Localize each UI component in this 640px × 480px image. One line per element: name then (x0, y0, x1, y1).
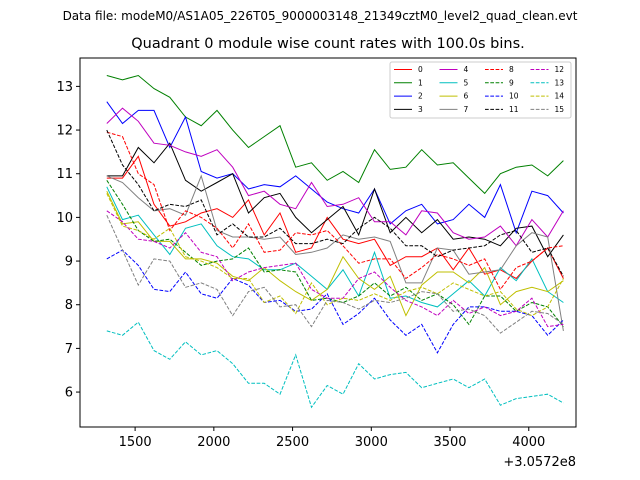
legend-label-3: 3 (418, 105, 423, 114)
series-line-4 (106, 107, 564, 247)
legend-label-4: 4 (464, 65, 469, 74)
legend-label-9: 9 (509, 78, 514, 87)
series-line-12 (106, 210, 564, 328)
legend-label-0: 0 (418, 65, 423, 74)
legend-label-2: 2 (418, 92, 423, 101)
legend-label-10: 10 (509, 92, 519, 101)
series-line-6 (106, 190, 564, 317)
x-offset-label: +3.0572e8 (503, 455, 576, 470)
y-tick-label: 13 (56, 80, 73, 95)
x-tick-label: 2000 (197, 435, 230, 450)
series-line-11 (106, 129, 564, 277)
series-line-3 (106, 142, 564, 258)
legend-label-12: 12 (555, 65, 565, 74)
legend-label-6: 6 (464, 92, 469, 101)
data-file-suptitle: Data file: modeM0/AS1A05_226T05_90000031… (63, 9, 578, 23)
y-tick-label: 8 (65, 298, 73, 313)
y-tick-label: 10 (56, 211, 73, 226)
x-tick-label: 3000 (355, 435, 388, 450)
y-tick-label: 7 (65, 342, 73, 357)
legend-label-5: 5 (464, 78, 469, 87)
legend-label-15: 15 (555, 105, 565, 114)
legend-label-11: 11 (509, 105, 519, 114)
series-line-9 (106, 180, 564, 327)
series-line-15 (106, 214, 564, 334)
legend-box (389, 61, 572, 119)
legend-label-14: 14 (555, 92, 565, 101)
series-line-5 (106, 186, 564, 308)
y-tick-label: 6 (65, 386, 73, 401)
series-line-1 (106, 74, 564, 195)
series-line-10 (106, 249, 564, 354)
x-tick-label: 3500 (433, 435, 466, 450)
plot-frame (79, 57, 577, 428)
y-tick-label: 11 (56, 167, 73, 182)
y-tick-label: 9 (65, 255, 73, 270)
legend-label-8: 8 (509, 65, 514, 74)
legend-label-13: 13 (555, 78, 565, 87)
legend-label-7: 7 (464, 105, 469, 114)
legend-label-1: 1 (418, 78, 423, 87)
series-lines (106, 74, 564, 409)
y-tick-label: 12 (56, 124, 73, 139)
series-line-13 (106, 321, 564, 409)
x-tick-label: 2500 (276, 435, 309, 450)
x-tick-label: 1500 (119, 435, 152, 450)
x-tick-label: 4000 (512, 435, 545, 450)
series-line-8 (106, 131, 564, 291)
chart-title: Quadrant 0 module wise count rates with … (131, 36, 525, 52)
